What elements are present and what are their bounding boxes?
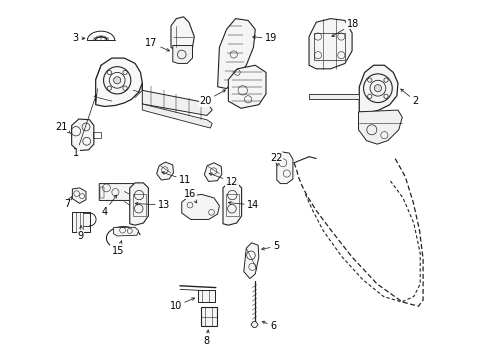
Text: 1: 1 xyxy=(73,95,97,158)
Polygon shape xyxy=(129,183,148,225)
Text: 15: 15 xyxy=(112,241,124,256)
Text: 19: 19 xyxy=(252,33,277,43)
Bar xyxy=(225,194,238,216)
Polygon shape xyxy=(217,19,255,89)
Text: 18: 18 xyxy=(331,19,358,36)
Bar xyxy=(201,307,216,326)
Bar xyxy=(72,212,89,232)
Polygon shape xyxy=(250,321,258,327)
Polygon shape xyxy=(228,65,265,108)
Circle shape xyxy=(373,85,381,92)
Polygon shape xyxy=(204,163,222,181)
Polygon shape xyxy=(171,17,194,53)
Polygon shape xyxy=(72,188,86,203)
Text: 4: 4 xyxy=(101,195,117,217)
Text: 5: 5 xyxy=(261,241,279,251)
Polygon shape xyxy=(308,94,358,99)
Polygon shape xyxy=(359,65,397,113)
Text: 16: 16 xyxy=(183,189,196,203)
Polygon shape xyxy=(172,45,192,63)
Polygon shape xyxy=(182,194,219,220)
Polygon shape xyxy=(96,58,142,107)
Text: 6: 6 xyxy=(262,321,276,331)
Polygon shape xyxy=(72,119,94,150)
Text: 14: 14 xyxy=(228,200,259,210)
Text: 7: 7 xyxy=(64,197,71,210)
Polygon shape xyxy=(244,243,258,279)
Bar xyxy=(132,194,145,216)
Polygon shape xyxy=(308,19,351,69)
Polygon shape xyxy=(223,183,241,225)
Text: 3: 3 xyxy=(73,33,85,43)
Polygon shape xyxy=(358,110,402,144)
Text: 12: 12 xyxy=(209,173,238,187)
Polygon shape xyxy=(156,162,173,180)
Text: 11: 11 xyxy=(162,172,191,185)
Text: 10: 10 xyxy=(169,298,194,311)
Text: 9: 9 xyxy=(77,226,83,240)
Text: 8: 8 xyxy=(203,330,209,346)
Text: 20: 20 xyxy=(199,90,225,106)
Bar xyxy=(198,291,215,302)
Polygon shape xyxy=(142,104,212,128)
Text: 17: 17 xyxy=(145,38,169,51)
Text: 21: 21 xyxy=(56,122,71,134)
Polygon shape xyxy=(276,152,292,184)
Text: 22: 22 xyxy=(270,153,282,166)
Bar xyxy=(314,33,344,60)
Bar xyxy=(93,132,101,138)
Polygon shape xyxy=(99,184,142,201)
Circle shape xyxy=(113,77,121,84)
Polygon shape xyxy=(113,227,139,236)
Text: 13: 13 xyxy=(135,200,170,210)
Text: 2: 2 xyxy=(400,89,418,106)
Bar xyxy=(100,187,104,198)
Polygon shape xyxy=(142,83,212,116)
